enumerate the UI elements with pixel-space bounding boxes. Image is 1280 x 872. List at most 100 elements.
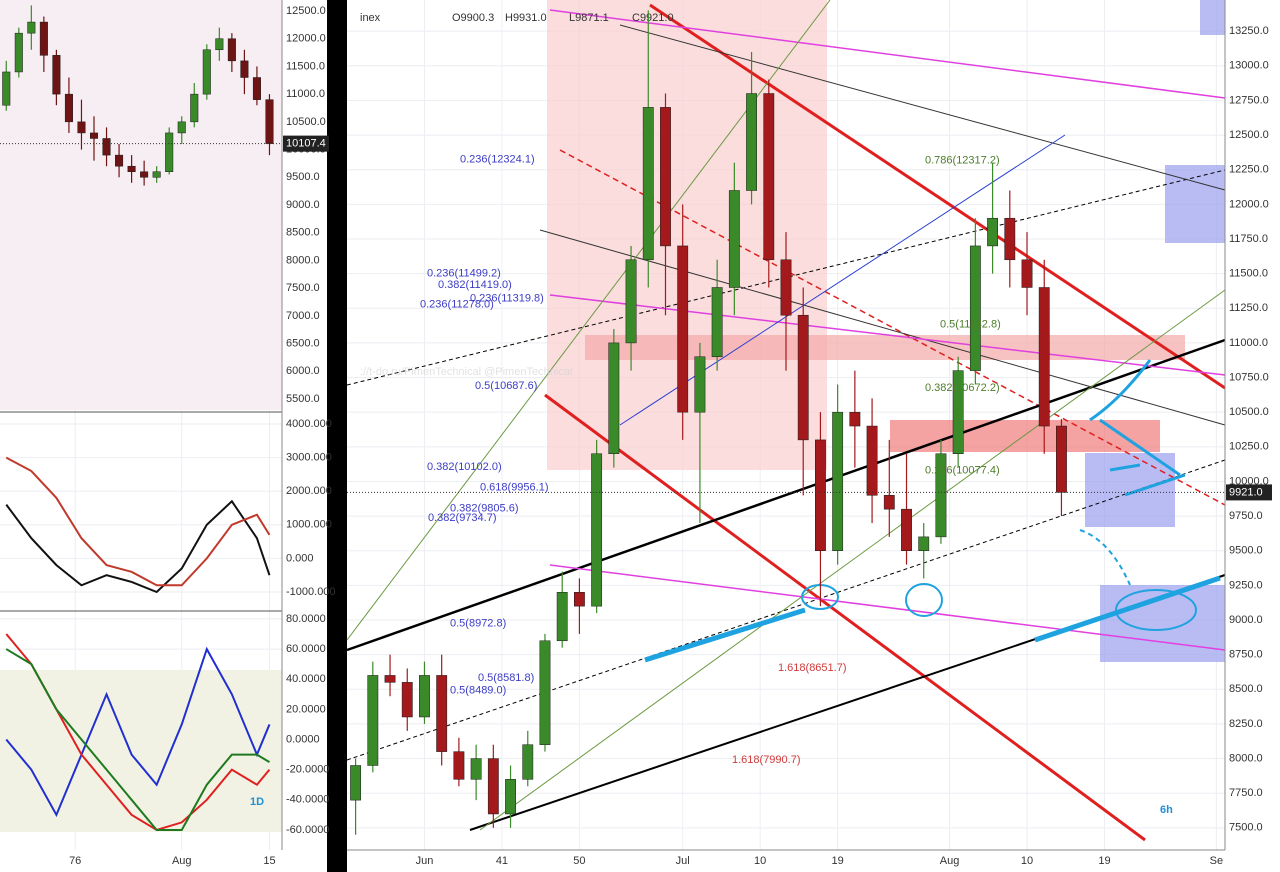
y-tick-label: 4000.000 [286, 418, 332, 430]
trendline [346, 338, 1226, 652]
candle-body [677, 245, 689, 413]
x-tick-label: 50 [573, 855, 585, 867]
x-tick-label: Jul [676, 855, 690, 867]
candle-body [952, 370, 964, 454]
trendline [549, 564, 1226, 651]
candle-body [832, 411, 844, 551]
fib-label: 0.382(9734.7) [428, 512, 497, 524]
trendline [539, 229, 1226, 426]
trendline [549, 9, 1226, 99]
y-tick-label: 11250.0 [1229, 302, 1268, 314]
candle-body [918, 536, 930, 551]
candle-body [140, 171, 149, 178]
candle-body [27, 21, 36, 34]
y-tick-label: 0.0000 [286, 733, 320, 745]
ohlc-low: L9871.1 [569, 12, 609, 24]
candle-body [39, 21, 48, 56]
y-tick-label: 8000.0 [1229, 752, 1263, 764]
fib-label: 0.236(12324.1) [460, 153, 535, 165]
timeframe: 6h [1160, 804, 1173, 816]
drawing [1034, 575, 1221, 643]
fib-label: 1.618(8651.7) [778, 662, 847, 674]
candle-body [115, 154, 124, 167]
watermark: ://t-do.ru/PimenTechnical @PimenTechnica… [360, 366, 572, 378]
fib-label: 0.618(9956.1) [480, 481, 549, 493]
x-tick-label: 10 [1021, 855, 1033, 867]
fib-label: 0.382(11419.0) [438, 279, 512, 291]
zone [890, 420, 1160, 452]
fib-label: 0.5(8581.8) [478, 672, 534, 684]
fib-label: 0.236(11278.0) [420, 298, 494, 310]
last-price-label: 9921.0 [1229, 486, 1263, 498]
y-tick-label: 8250.0 [1229, 718, 1263, 730]
y-tick-label: 20.0000 [286, 703, 326, 715]
trendline [544, 393, 1146, 842]
separator [327, 0, 347, 872]
y-tick-label: 6500.0 [286, 337, 320, 349]
candle-body [367, 675, 379, 766]
candle-body [152, 171, 161, 178]
y-tick-label: -40.0000 [286, 794, 329, 806]
candle-body [202, 49, 211, 95]
y-tick-label: 11750.0 [1229, 233, 1268, 245]
candle-body [436, 675, 448, 752]
y-tick-label: 9750.0 [1229, 510, 1263, 522]
fib-label: 0.5(11132.8) [940, 318, 1001, 330]
candle-body [969, 245, 981, 371]
candle-body [453, 751, 465, 780]
candle-body [780, 259, 792, 316]
ohlc-open: O9900.3 [452, 12, 494, 24]
y-tick-label: 11500.0 [1229, 268, 1268, 280]
candle-body [935, 453, 947, 538]
candle-body [470, 758, 482, 780]
fib-label: 0.5(8972.8) [450, 618, 506, 630]
candle-body [987, 217, 999, 247]
y-tick-label: 11000.0 [1229, 337, 1268, 349]
candle-body [89, 132, 99, 139]
candle-body [165, 132, 174, 172]
trendline [479, 289, 1226, 831]
series-line [5, 648, 270, 831]
candle-body [64, 93, 73, 123]
y-tick-label: 2000.000 [286, 485, 332, 497]
panel-bg [0, 670, 282, 832]
y-tick-label: 12750.0 [1229, 94, 1269, 106]
y-tick-label: 9000.0 [286, 199, 320, 211]
fib-label: 0.382(10102.0) [427, 461, 502, 473]
y-tick-label: 12000.0 [1229, 198, 1269, 210]
candle-body [177, 121, 186, 134]
last-price-box [1226, 484, 1272, 501]
x-tick-label: 41 [496, 855, 508, 867]
candle-body [252, 77, 261, 100]
candle-body [625, 259, 637, 344]
y-tick-label: 7500.0 [286, 282, 320, 294]
candle-body [556, 592, 568, 642]
x-tick-label: Jun [416, 855, 434, 867]
candle-body [883, 495, 895, 510]
candle-body [190, 93, 199, 123]
candle-body [505, 779, 516, 815]
y-tick-label: 9250.0 [1229, 579, 1263, 591]
drawing [1079, 529, 1131, 586]
x-tick-label: Se [1210, 855, 1223, 867]
candle-body [608, 342, 620, 454]
candle-body [849, 411, 861, 427]
candle-body [102, 138, 111, 156]
candle-body [866, 425, 878, 496]
drawing [905, 583, 943, 617]
fib-label: 0.786(12317.2) [925, 154, 1000, 166]
y-tick-label: 10250.0 [1229, 441, 1269, 453]
y-tick-label: 80.0000 [286, 613, 326, 625]
fib-label: 0.5(10687.6) [475, 380, 537, 392]
candle-body [265, 99, 274, 144]
y-tick-label: 3000.000 [286, 452, 332, 464]
trendline [549, 294, 1226, 376]
fib-label: 1.618(7990.7) [732, 754, 801, 766]
fib-label: 0.236(11499.2) [427, 268, 501, 280]
candle-body [711, 287, 723, 358]
y-tick-label: 7500.0 [1229, 822, 1263, 834]
y-tick-label: 6000.0 [286, 365, 320, 377]
candle-body [240, 60, 249, 78]
fib-label: 0.382(9805.6) [450, 502, 519, 514]
